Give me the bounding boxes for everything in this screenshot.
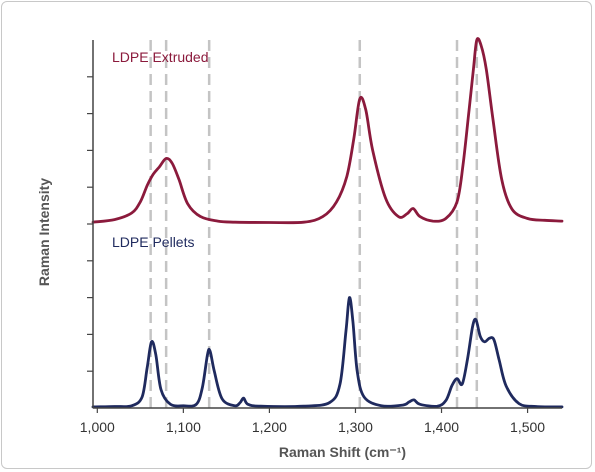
series-label-ldpe-pellets: LDPE Pellets — [112, 234, 194, 250]
x-tick-label-4: 1,400 — [424, 419, 459, 435]
x-axis-title: Raman Shift (cm⁻¹) — [279, 444, 406, 460]
x-tick-label-5: 1,500 — [510, 419, 545, 435]
series-label-ldpe-extruded: LDPE Extruded — [112, 49, 209, 65]
axes — [92, 40, 562, 409]
x-tick-label-1: 1,100 — [166, 419, 201, 435]
x-tick-label-2: 1,200 — [252, 419, 287, 435]
reference-lines — [149, 40, 479, 408]
series-line-0 — [91, 37, 564, 225]
y-axis-title: Raman Intensity — [36, 178, 52, 286]
x-tick-label-0: 1,000 — [80, 419, 115, 435]
series-line-1 — [91, 296, 564, 409]
x-tick-label-3: 1,300 — [338, 419, 373, 435]
ticks: 1,000 1,100 1,200 1,300 1,400 1,500 — [80, 76, 545, 435]
series-lines — [91, 37, 564, 409]
